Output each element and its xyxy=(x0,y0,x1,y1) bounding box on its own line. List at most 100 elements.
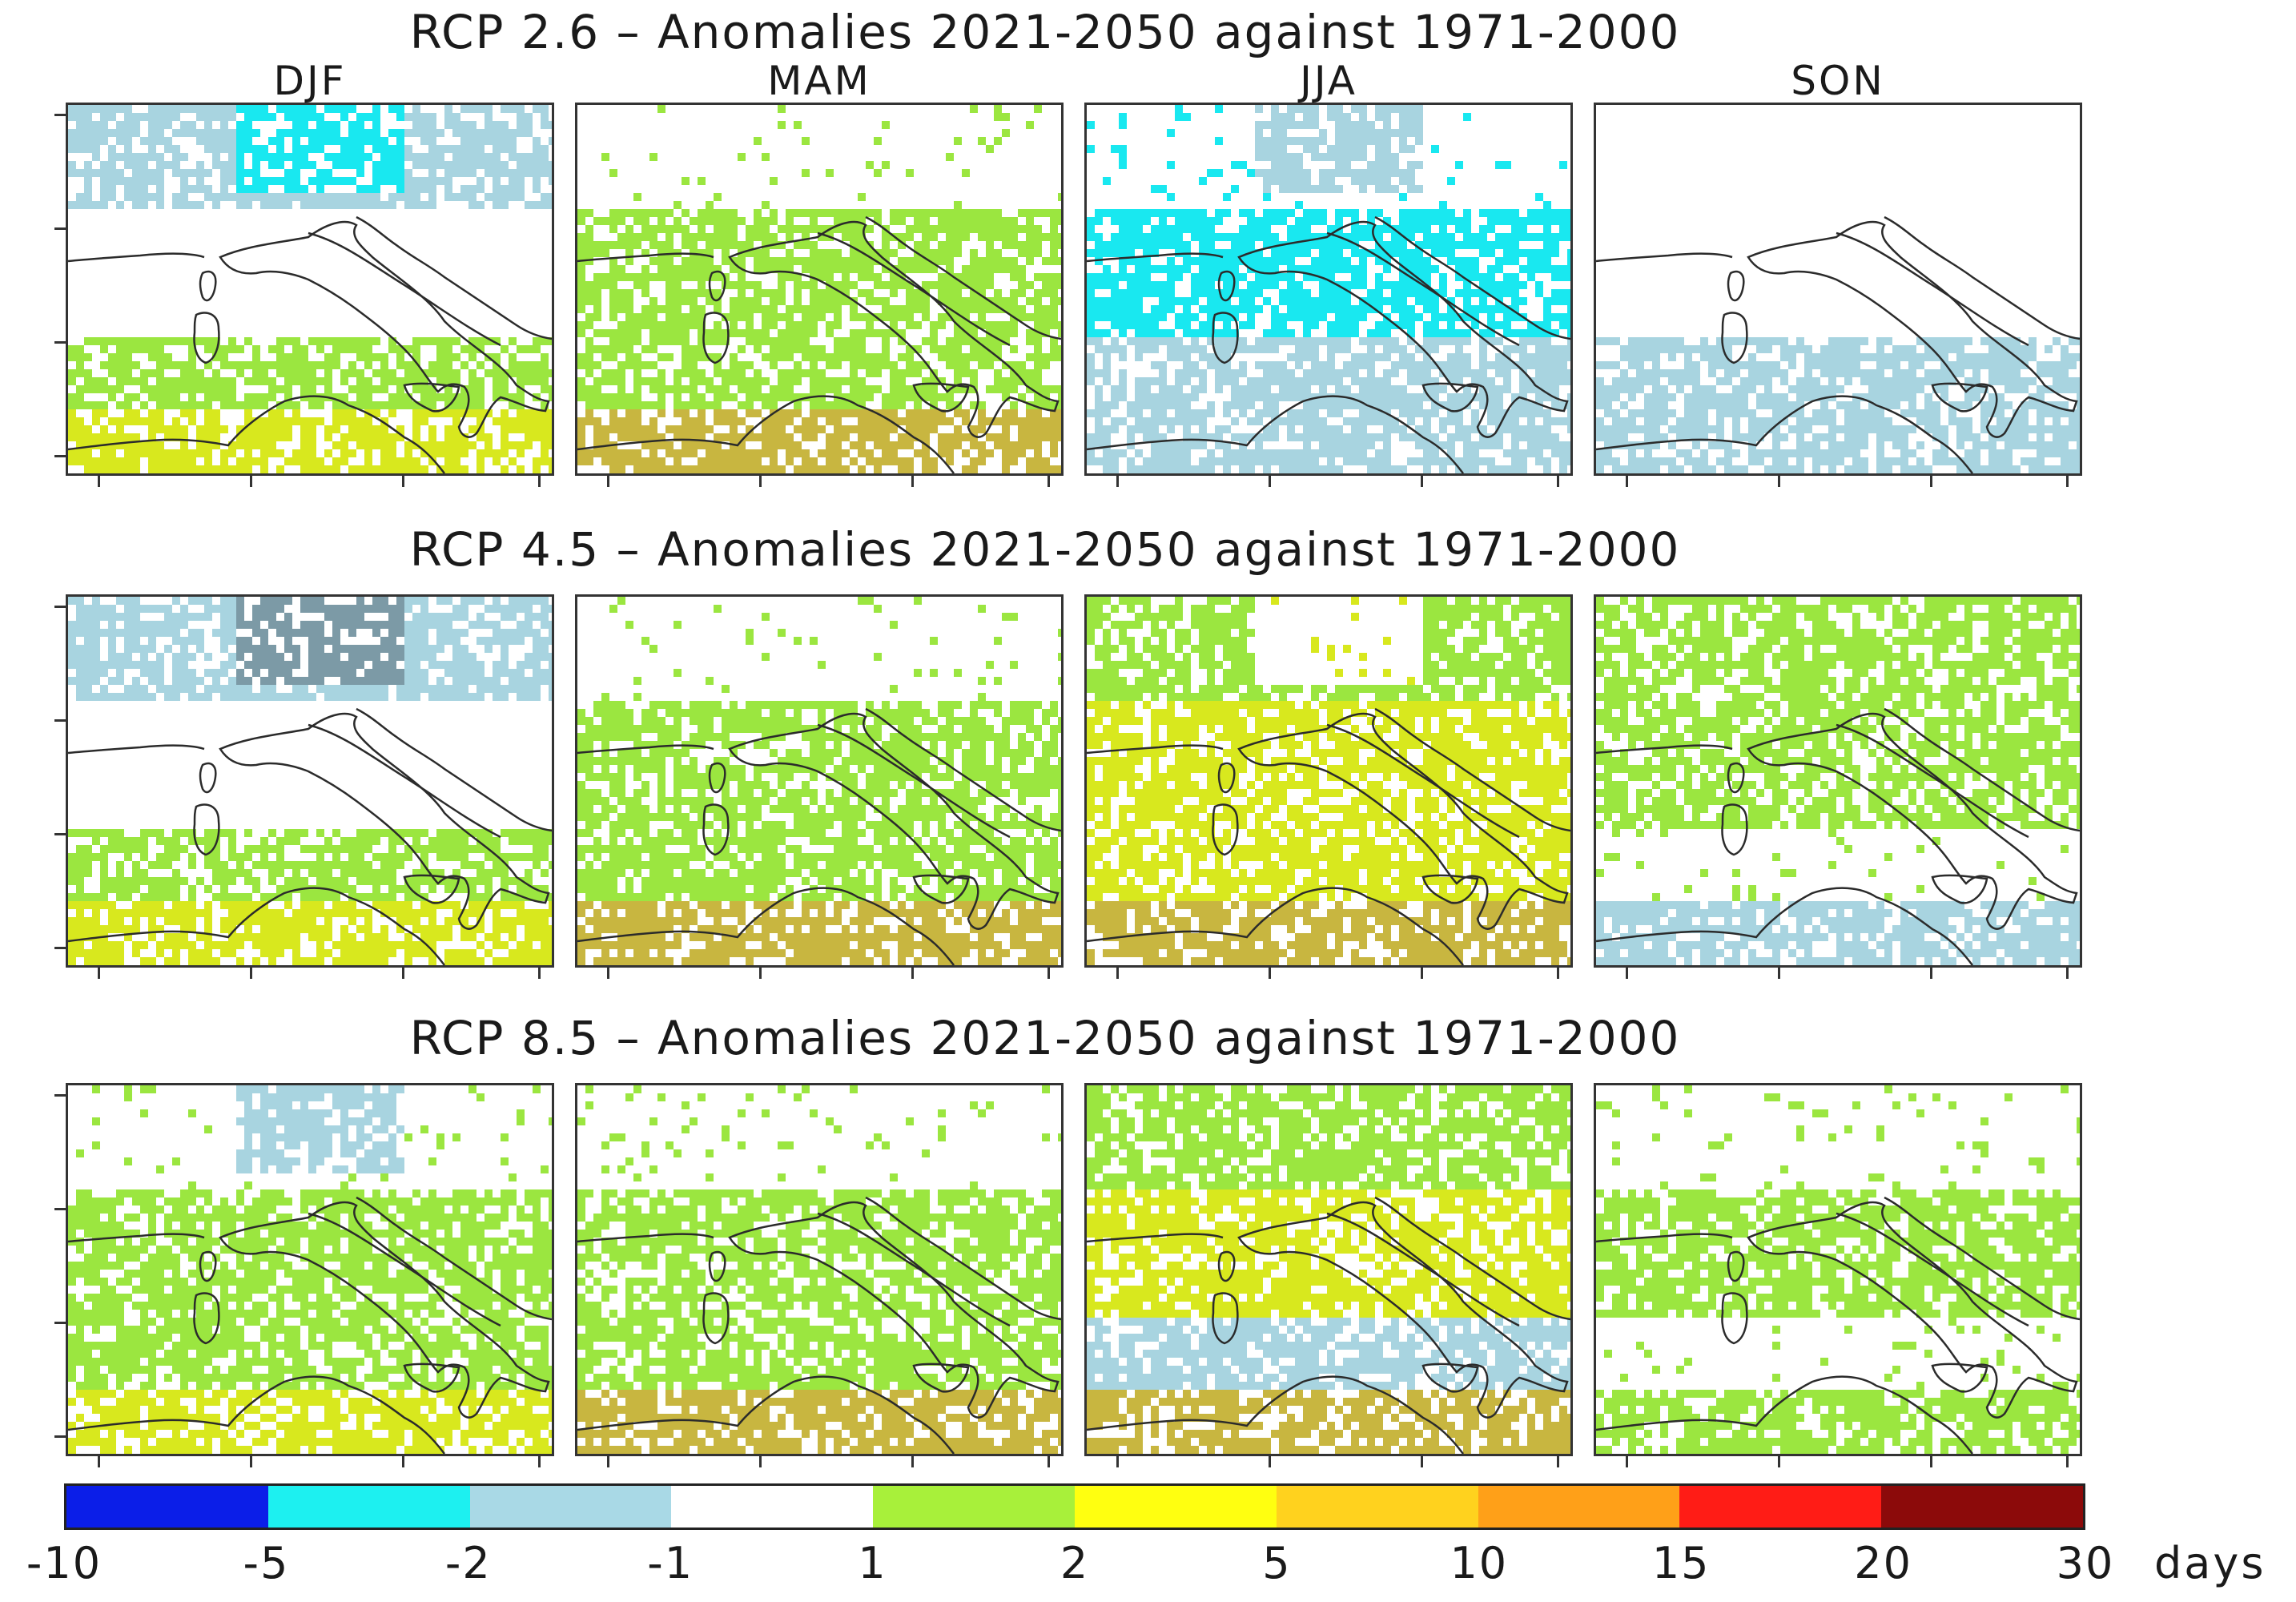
anomaly-cell xyxy=(116,105,124,113)
anomaly-cell xyxy=(1002,393,1010,401)
anomaly-cell xyxy=(172,401,180,409)
anomaly-cell xyxy=(180,385,188,393)
anomaly-cell xyxy=(340,345,348,353)
anomaly-cell xyxy=(180,153,188,161)
anomaly-cell xyxy=(1567,209,1570,217)
anomaly-cell xyxy=(1095,217,1103,225)
anomaly-cell xyxy=(268,153,276,161)
anomaly-cell xyxy=(962,385,970,393)
anomaly-cell xyxy=(1503,289,1511,297)
anomaly-cell xyxy=(762,313,770,321)
anomaly-cell xyxy=(1916,337,1924,345)
anomaly-cell xyxy=(1151,425,1159,433)
anomaly-cell xyxy=(802,369,810,377)
anomaly-cell xyxy=(1231,385,1239,393)
anomaly-cell xyxy=(906,289,914,297)
anomaly-cell xyxy=(1319,169,1327,177)
anomaly-cell xyxy=(1543,425,1551,433)
anomaly-cell xyxy=(834,249,842,257)
anomaly-cell xyxy=(601,249,609,257)
anomaly-cell xyxy=(1002,233,1010,241)
anomaly-cell xyxy=(428,129,436,137)
anomaly-cell xyxy=(1559,361,1567,369)
anomaly-cell xyxy=(549,393,552,401)
anomaly-cell xyxy=(148,121,156,129)
anomaly-cell xyxy=(1167,353,1175,361)
anomaly-cell xyxy=(674,409,682,417)
anomaly-cell xyxy=(794,121,802,129)
anomaly-cell xyxy=(1511,209,1519,217)
anomaly-cell xyxy=(276,161,284,169)
anomaly-cell xyxy=(1367,169,1375,177)
anomaly-cell xyxy=(930,417,938,425)
anomaly-cell xyxy=(1447,241,1455,249)
anomaly-cell xyxy=(76,417,84,425)
anomaly-cell xyxy=(372,129,380,137)
anomaly-cell xyxy=(1407,121,1415,129)
anomaly-cell xyxy=(601,433,609,441)
anomaly-cell xyxy=(1223,457,1231,465)
anomaly-cell xyxy=(1351,361,1359,369)
anomaly-cell xyxy=(1159,233,1167,241)
anomaly-cell xyxy=(657,273,665,281)
anomaly-cell xyxy=(1018,249,1026,257)
anomaly-cell xyxy=(770,209,778,217)
anomaly-cell xyxy=(292,145,300,153)
anomaly-cell xyxy=(882,329,890,337)
anomaly-cell xyxy=(577,305,585,313)
anomaly-cell xyxy=(412,121,420,129)
anomaly-cell xyxy=(1772,401,1780,409)
anomaly-cell xyxy=(1026,441,1034,449)
anomaly-cell xyxy=(1415,313,1423,321)
anomaly-cell xyxy=(388,105,396,113)
anomaly-cell xyxy=(1215,233,1223,241)
anomaly-cell xyxy=(428,441,436,449)
anomaly-cell xyxy=(1479,401,1487,409)
anomaly-cell xyxy=(601,273,609,281)
anomaly-cell xyxy=(1215,425,1223,433)
anomaly-cell xyxy=(874,465,882,473)
anomaly-cell xyxy=(1018,441,1026,449)
anomaly-cell xyxy=(76,145,84,153)
anomaly-cell xyxy=(212,465,220,473)
anomaly-cell xyxy=(1287,161,1295,169)
anomaly-cell xyxy=(420,449,428,457)
anomaly-cell xyxy=(388,169,396,177)
anomaly-cell xyxy=(1087,449,1095,457)
anomaly-cell xyxy=(164,385,172,393)
anomaly-cell xyxy=(1423,377,1431,385)
anomaly-cell xyxy=(1359,353,1367,361)
anomaly-cell xyxy=(356,465,364,473)
anomaly-cell xyxy=(1287,177,1295,185)
anomaly-cell xyxy=(1167,465,1175,473)
anomaly-cell xyxy=(1407,409,1415,417)
anomaly-cell xyxy=(954,433,962,441)
anomaly-cell xyxy=(428,393,436,401)
anomaly-cell xyxy=(665,225,674,233)
anomaly-cell xyxy=(834,409,842,417)
anomaly-cell xyxy=(460,449,468,457)
anomaly-cell xyxy=(1511,249,1519,257)
anomaly-cell xyxy=(316,169,324,177)
anomaly-cell xyxy=(738,361,746,369)
anomaly-cell xyxy=(156,401,164,409)
anomaly-cell xyxy=(649,417,657,425)
anomaly-cell xyxy=(460,105,468,113)
anomaly-cell xyxy=(1058,465,1061,473)
anomaly-cell xyxy=(1455,225,1463,233)
anomaly-cell xyxy=(1479,289,1487,297)
anomaly-cell xyxy=(2053,385,2061,393)
anomaly-cell xyxy=(260,145,268,153)
anomaly-cell xyxy=(541,417,549,425)
anomaly-cell xyxy=(549,337,552,345)
anomaly-cell xyxy=(1884,393,1892,401)
anomaly-cell xyxy=(633,329,641,337)
anomaly-cell xyxy=(1463,225,1471,233)
anomaly-cell xyxy=(517,193,525,201)
anomaly-cell xyxy=(1559,209,1567,217)
anomaly-cell xyxy=(300,105,308,113)
anomaly-cell xyxy=(698,305,706,313)
anomaly-cell xyxy=(585,233,593,241)
anomaly-cell xyxy=(850,329,858,337)
anomaly-cell xyxy=(2013,377,2021,385)
